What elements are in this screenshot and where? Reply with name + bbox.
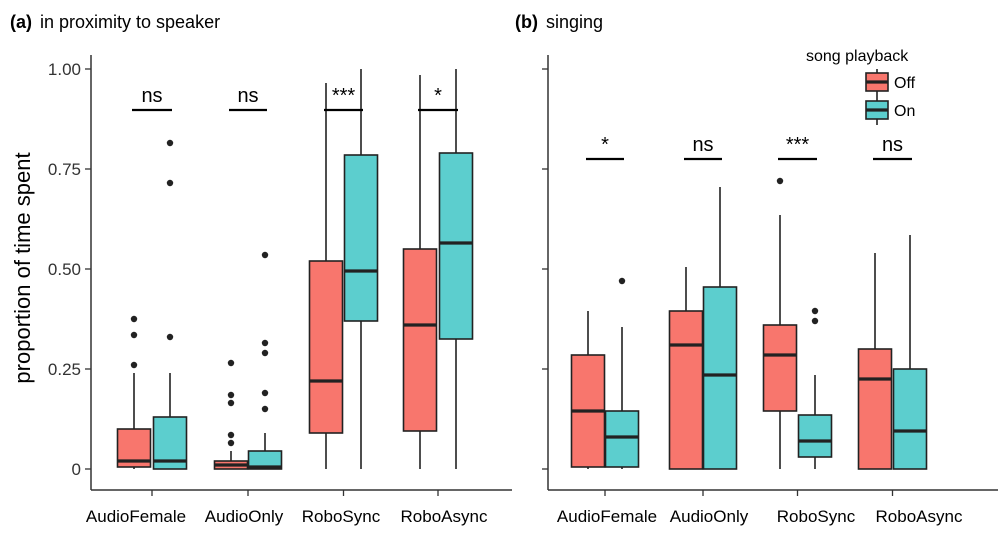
- box-off-roboasync: [857, 253, 893, 470]
- outlier-point: [166, 139, 174, 147]
- outlier-point: [261, 339, 269, 347]
- box-rect: [308, 260, 344, 434]
- box-on-audiofemale: [604, 277, 640, 469]
- box-rect: [604, 410, 640, 468]
- outlier-point: [261, 251, 269, 259]
- outlier-point: [227, 359, 235, 367]
- x-tick-label: AudioFemale: [86, 507, 186, 526]
- legend-item-off: Off: [865, 69, 916, 97]
- legend-title: song playback: [806, 48, 909, 65]
- significance-label: ns: [882, 134, 903, 156]
- legend-label: Off: [894, 75, 916, 92]
- x-tick-label: RoboAsync: [401, 507, 488, 526]
- outlier-point: [261, 389, 269, 397]
- y-tick-label: 0.75: [48, 160, 81, 179]
- box-on-roboasync: [438, 69, 474, 469]
- outlier-point: [130, 315, 138, 323]
- significance-label: ***: [332, 85, 356, 107]
- y-tick-label: 0.50: [48, 260, 81, 279]
- box-rect: [762, 324, 798, 412]
- outlier-point: [166, 333, 174, 341]
- x-tick-label: RoboSync: [777, 507, 856, 526]
- significance-label: ***: [786, 134, 810, 156]
- x-tick-label: RoboSync: [302, 507, 381, 526]
- legend-item-on: On: [865, 97, 915, 125]
- outlier-point: [130, 361, 138, 369]
- box-off-audiofemale: [116, 315, 152, 469]
- outlier-point: [130, 331, 138, 339]
- y-tick-label: 0: [72, 460, 81, 479]
- significance-label: *: [601, 134, 609, 156]
- box-rect: [857, 348, 893, 470]
- outlier-point: [261, 349, 269, 357]
- box-rect: [892, 368, 928, 470]
- outlier-point: [811, 307, 819, 315]
- x-tick-label: AudioOnly: [670, 507, 749, 526]
- y-axis-label: proportion of time spent: [10, 152, 35, 383]
- panel-b-title: (b) singing: [515, 12, 603, 32]
- panel-b-title-text: singing: [546, 12, 603, 32]
- x-tick-label: RoboAsync: [876, 507, 963, 526]
- y-tick-label: 1.00: [48, 60, 81, 79]
- box-rect: [702, 286, 738, 470]
- box-on-audiofemale: [152, 139, 188, 470]
- box-rect: [797, 414, 833, 458]
- outlier-point: [261, 405, 269, 413]
- panel-a-title-text: in proximity to speaker: [40, 12, 220, 32]
- box-rect: [402, 248, 438, 432]
- box-off-audioonly: [213, 359, 249, 470]
- x-tick-label: AudioFemale: [557, 507, 657, 526]
- outlier-point: [227, 399, 235, 407]
- box-rect: [247, 450, 283, 470]
- box-rect: [343, 154, 379, 322]
- significance-label: ns: [141, 85, 162, 107]
- box-off-audioonly: [668, 267, 704, 470]
- panel-a-title: (a) in proximity to speaker: [10, 12, 220, 32]
- outlier-point: [811, 317, 819, 325]
- x-tick-label: AudioOnly: [205, 507, 284, 526]
- significance-label: ns: [237, 85, 258, 107]
- y-tick-label: 0.25: [48, 360, 81, 379]
- box-on-audioonly: [702, 187, 738, 470]
- outlier-point: [227, 431, 235, 439]
- box-rect: [438, 152, 474, 340]
- box-off-robosync: [762, 177, 798, 469]
- box-off-robosync: [308, 83, 344, 469]
- outlier-point: [227, 391, 235, 399]
- box-off-audiofemale: [570, 311, 606, 469]
- outlier-point: [166, 179, 174, 187]
- box-on-audioonly: [247, 251, 283, 470]
- box-off-roboasync: [402, 75, 438, 469]
- box-rect: [668, 310, 704, 470]
- panel-a-letter: (a): [10, 12, 32, 32]
- legend: song playback Off On: [806, 48, 916, 125]
- significance-label: *: [434, 85, 442, 107]
- panel-a-plot: 0 0.25 0.50 0.75 1.00 AudioFemale AudioOnly Rob…: [48, 55, 512, 526]
- significance-label: ns: [692, 134, 713, 156]
- box-on-roboasync: [892, 235, 928, 470]
- panel-b-letter: (b): [515, 12, 538, 32]
- outlier-point: [618, 277, 626, 285]
- outlier-point: [776, 177, 784, 185]
- legend-label: On: [894, 103, 915, 120]
- panel-b-plot: AudioFemale AudioOnly RoboSync RoboAsync * ns…: [542, 55, 998, 526]
- outlier-point: [227, 439, 235, 447]
- box-on-robosync: [797, 307, 833, 469]
- box-on-robosync: [343, 69, 379, 469]
